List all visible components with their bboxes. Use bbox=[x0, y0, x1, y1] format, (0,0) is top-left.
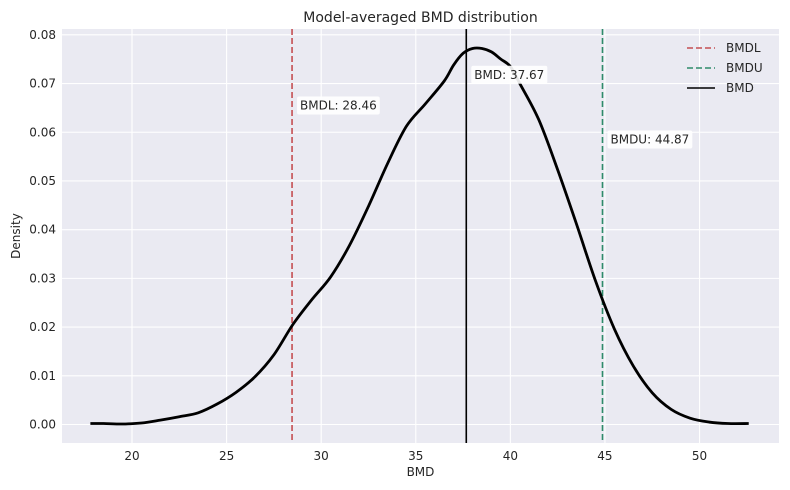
bmdu-annotation: BMDU: 44.87 bbox=[607, 130, 693, 149]
legend-item-bmd: BMD bbox=[687, 81, 754, 95]
x-tick-label: 20 bbox=[124, 449, 139, 463]
plot-area bbox=[62, 29, 779, 443]
y-tick-label: 0.07 bbox=[29, 77, 56, 91]
legend-item-bmdl: BMDL bbox=[687, 41, 761, 55]
legend-label: BMDL bbox=[726, 41, 761, 55]
annotation-box bbox=[607, 130, 693, 149]
annotation-box bbox=[297, 96, 380, 115]
x-tick-label: 45 bbox=[597, 449, 612, 463]
y-tick-label: 0.01 bbox=[29, 369, 56, 383]
annotation-text: BMD: 37.67 bbox=[474, 68, 544, 82]
legend-label: BMD bbox=[726, 81, 754, 95]
bmdl-annotation: BMDL: 28.46 bbox=[297, 96, 380, 115]
y-tick-label: 0.08 bbox=[29, 28, 56, 42]
x-tick-label: 35 bbox=[408, 449, 423, 463]
legend: BMDL BMDU BMD bbox=[687, 41, 763, 95]
x-tick-label: 40 bbox=[503, 449, 518, 463]
y-tick-label: 0.04 bbox=[29, 223, 56, 237]
y-tick-label: 0.03 bbox=[29, 271, 56, 285]
annotation-text: BMDU: 44.87 bbox=[610, 133, 689, 147]
y-tick-label: 0.00 bbox=[29, 417, 56, 431]
annotation-box bbox=[471, 65, 548, 84]
x-tick-label: 25 bbox=[219, 449, 234, 463]
y-tick-label: 0.02 bbox=[29, 320, 56, 334]
x-tick-label: 30 bbox=[314, 449, 329, 463]
annotation-text: BMDL: 28.46 bbox=[300, 98, 377, 112]
x-tick-label: 50 bbox=[692, 449, 707, 463]
tick-labels: 20 25 30 35 40 45 50 0.00 0.01 0.02 0.03 0.04 0.05 0.… bbox=[29, 28, 707, 463]
reference-lines bbox=[291, 29, 604, 443]
y-axis-label: Density bbox=[9, 213, 23, 259]
chart-title: Model-averaged BMD distribution bbox=[303, 10, 537, 26]
density-curve bbox=[90, 46, 749, 426]
legend-label: BMDU bbox=[726, 61, 763, 75]
annotations: BMDL: 28.46 BMDU: 44.87 BMD: 37.67 bbox=[297, 65, 693, 149]
x-axis-label: BMD bbox=[407, 465, 435, 479]
legend-item-bmdu: BMDU bbox=[687, 61, 763, 75]
bmd-annotation: BMD: 37.67 bbox=[471, 65, 548, 84]
y-tick-label: 0.05 bbox=[29, 174, 56, 188]
y-tick-label: 0.06 bbox=[29, 125, 56, 139]
